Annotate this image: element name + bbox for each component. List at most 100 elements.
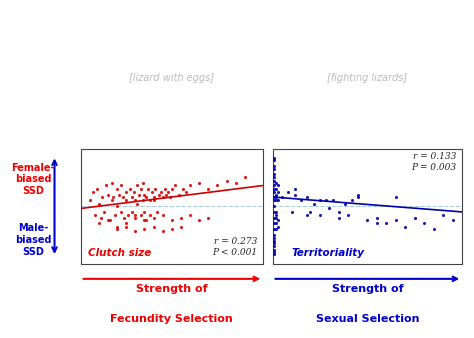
Point xyxy=(150,215,157,220)
Point xyxy=(119,194,127,200)
Point xyxy=(273,192,280,197)
Point xyxy=(271,238,278,243)
Point xyxy=(152,186,159,192)
Text: [lizard with eggs]: [lizard with eggs] xyxy=(129,73,214,83)
Point xyxy=(271,232,278,238)
Point xyxy=(166,194,174,200)
Point xyxy=(179,186,187,192)
Point xyxy=(168,217,176,223)
Text: r = 0.273
P < 0.001: r = 0.273 P < 0.001 xyxy=(212,237,257,257)
Point xyxy=(182,190,190,195)
Point xyxy=(284,190,292,195)
Point xyxy=(354,194,362,200)
Point xyxy=(122,224,130,230)
Point xyxy=(326,206,333,211)
Point xyxy=(274,224,282,230)
Point xyxy=(232,180,239,186)
Point xyxy=(159,229,166,234)
Point xyxy=(132,215,139,220)
Text: Fecundity Selection: Fecundity Selection xyxy=(110,314,233,324)
Point xyxy=(141,209,148,215)
Point xyxy=(186,213,194,218)
Point xyxy=(303,213,310,218)
Point xyxy=(126,186,134,192)
Point xyxy=(113,226,121,232)
Point xyxy=(335,215,343,220)
Point xyxy=(364,217,371,223)
Point xyxy=(392,194,400,200)
Point xyxy=(401,224,409,230)
Point xyxy=(95,221,103,226)
Point xyxy=(141,217,148,223)
Point xyxy=(273,186,280,192)
Point xyxy=(141,192,148,197)
Point xyxy=(108,180,115,186)
Point xyxy=(132,213,139,218)
Point xyxy=(223,178,230,184)
Point xyxy=(135,192,143,197)
Point xyxy=(95,201,103,207)
Point xyxy=(271,226,278,232)
Point xyxy=(128,209,136,215)
Point xyxy=(143,217,150,223)
Point xyxy=(86,198,93,203)
Text: Territoriality: Territoriality xyxy=(292,248,365,258)
Point xyxy=(288,209,295,215)
Point xyxy=(133,201,141,207)
Text: Strength of: Strength of xyxy=(136,284,208,294)
Point xyxy=(271,175,278,180)
Point xyxy=(205,186,212,192)
Point xyxy=(113,203,121,209)
Point xyxy=(449,217,456,223)
Point xyxy=(130,190,137,195)
Point xyxy=(146,213,154,218)
Point xyxy=(273,215,280,220)
Point xyxy=(273,194,280,200)
Point xyxy=(137,186,145,192)
Point xyxy=(113,186,121,192)
Point xyxy=(177,224,185,230)
Point xyxy=(274,198,282,203)
Point xyxy=(122,190,130,195)
Point xyxy=(124,213,132,218)
Point xyxy=(411,215,419,220)
Point xyxy=(273,198,280,203)
Point xyxy=(146,198,154,203)
Point xyxy=(139,198,146,203)
Point xyxy=(154,209,161,215)
Point xyxy=(271,163,278,169)
Point xyxy=(113,224,121,230)
Point xyxy=(132,198,139,203)
Point xyxy=(273,221,280,226)
Point xyxy=(168,186,176,192)
Point xyxy=(214,183,221,188)
Point xyxy=(104,192,112,197)
Point xyxy=(205,215,212,220)
Point xyxy=(271,247,278,252)
Point xyxy=(271,183,278,188)
Point xyxy=(117,183,125,188)
Point xyxy=(139,180,146,186)
Point xyxy=(273,226,280,232)
Point xyxy=(111,213,119,218)
Point xyxy=(271,240,278,246)
Point xyxy=(271,209,278,215)
Point xyxy=(271,167,278,172)
Point xyxy=(120,215,128,220)
Text: Sexual Selection: Sexual Selection xyxy=(316,314,419,324)
Point xyxy=(99,194,106,200)
Point xyxy=(348,198,356,203)
Text: Clutch size: Clutch size xyxy=(88,248,151,258)
Point xyxy=(307,209,314,215)
Point xyxy=(316,213,324,218)
Point xyxy=(271,236,278,241)
Text: [fighting lizards]: [fighting lizards] xyxy=(327,73,408,83)
Point xyxy=(104,217,112,223)
Point xyxy=(102,183,110,188)
Point xyxy=(392,217,400,223)
Point xyxy=(383,221,390,226)
Point xyxy=(115,192,123,197)
Point xyxy=(150,198,157,203)
Text: Male-
biased
SSD: Male- biased SSD xyxy=(15,223,52,257)
Point xyxy=(143,194,150,200)
